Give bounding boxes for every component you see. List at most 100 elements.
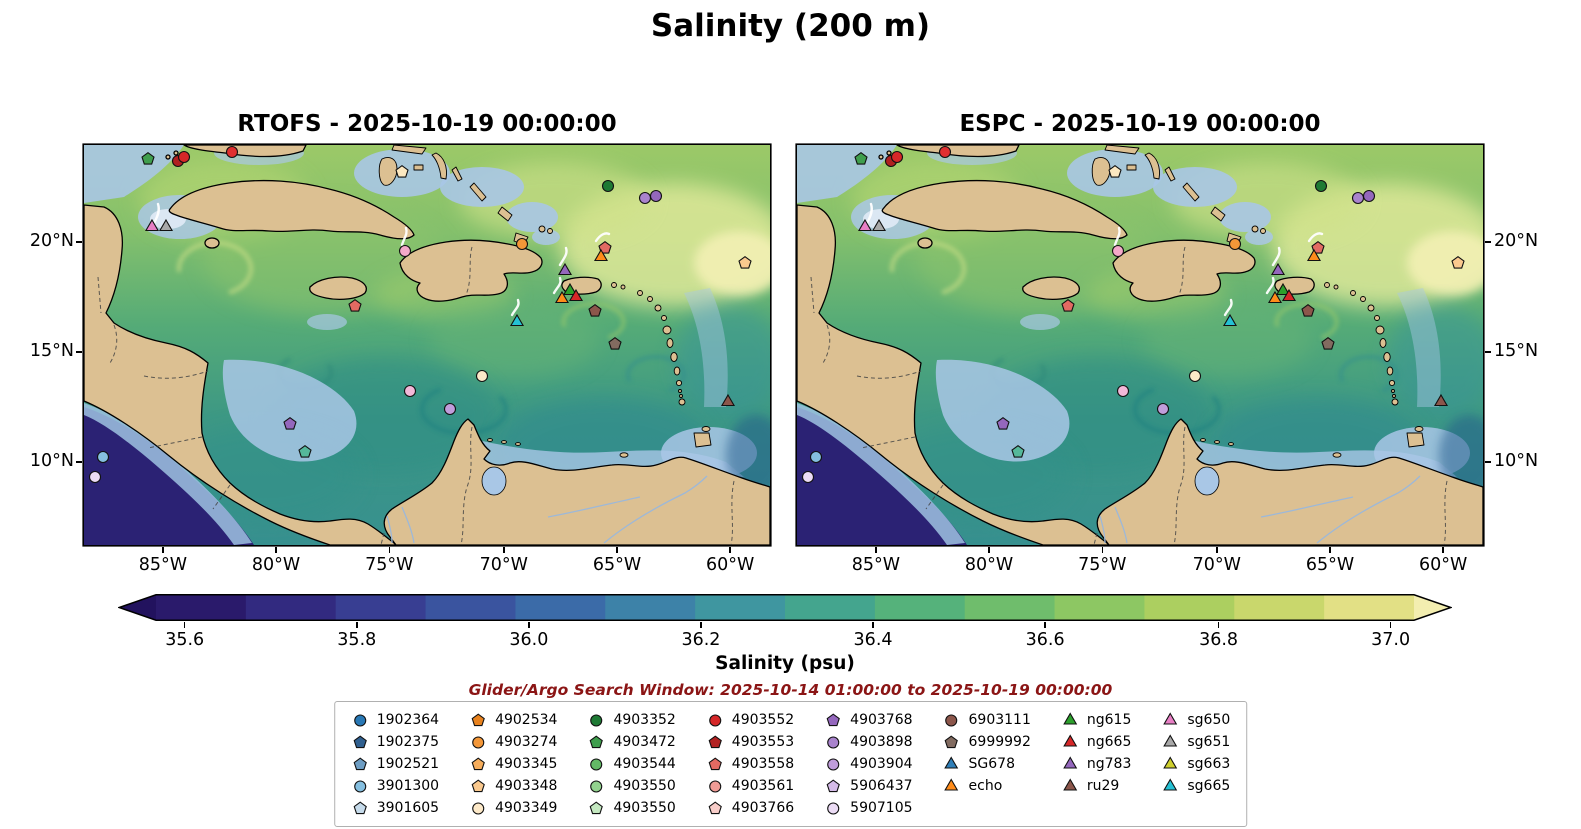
triangle-marker-icon [1433, 393, 1449, 407]
triangle-marker-icon [1306, 248, 1322, 262]
platform-marker-layer-rtofs [88, 145, 752, 484]
legend-item-label: sg663 [1187, 756, 1231, 772]
circle-marker-icon [708, 780, 721, 793]
legend-item-label: 4903561 [731, 778, 795, 794]
pentagon-marker-icon [283, 417, 297, 430]
legend-item-label: SG678 [968, 756, 1015, 772]
search-window-annotation: Glider/Argo Search Window: 2025-10-14 01… [468, 681, 1113, 699]
legend-item: 4903348 [469, 776, 557, 796]
legend-item-label: 1902364 [376, 712, 440, 728]
lon-tick-mark [616, 547, 618, 553]
pentagon-marker-icon [471, 757, 485, 771]
platform-legend: 1902364 1902375 1902521 3901300 3901605 49025… [333, 701, 1248, 827]
legend-item-label: 4903274 [495, 734, 558, 750]
pentagon-marker-icon [353, 757, 367, 771]
legend-item-label: 4902534 [495, 712, 558, 728]
legend-column: 4903768 4903898 4903904 5906437 5907105 [824, 710, 913, 818]
triangle-marker-icon [857, 218, 873, 232]
legend-item: 4903553 [706, 732, 794, 752]
circle-marker-icon [1228, 237, 1242, 251]
circle-marker-icon [403, 384, 417, 398]
legend-column: ng615 ng665 ng783 ru29 [1061, 710, 1131, 818]
circle-marker-icon [88, 470, 102, 484]
colorbar-tick-label: 36.8 [1199, 630, 1239, 650]
triangle-marker-icon [1163, 778, 1178, 791]
legend-column: 4903552 4903553 4903558 4903561 4903766 [706, 710, 794, 818]
lon-tick-mark [275, 547, 277, 553]
pentagon-marker-icon [738, 256, 752, 269]
triangle-marker-icon [1163, 712, 1178, 725]
lon-tick-mark [729, 547, 731, 553]
legend-item-label: ng665 [1086, 734, 1132, 750]
lon-tick-label: 75°W [365, 555, 414, 575]
circle-marker-icon [472, 736, 485, 749]
circle-marker-icon [801, 470, 815, 484]
panel-title-rtofs: RTOFS - 2025-10-19 00:00:00 [237, 111, 617, 137]
triangle-marker-icon [158, 218, 174, 232]
circle-marker-icon [590, 714, 603, 727]
pentagon-marker-icon [588, 304, 602, 317]
triangle-marker-icon [568, 288, 584, 302]
legend-item: 4903550 [587, 776, 676, 796]
legend-item: 4903558 [706, 754, 794, 774]
pentagon-marker-icon [395, 165, 409, 178]
lon-tick-mark [388, 547, 391, 553]
pentagon-marker-icon [608, 337, 622, 350]
pentagon-marker-icon [1451, 256, 1465, 269]
legend-column: sg650 sg651 sg663 sg665 [1161, 710, 1230, 818]
circle-marker-icon [225, 145, 239, 159]
panel-title-espc: ESPC - 2025-10-19 00:00:00 [959, 111, 1321, 137]
lon-tick-mark [162, 547, 164, 553]
pentagon-marker-icon [589, 801, 604, 815]
circle-marker-icon [1156, 402, 1170, 416]
legend-item: ru29 [1061, 776, 1131, 796]
pentagon-marker-icon [348, 299, 362, 312]
pentagon-marker-icon [854, 152, 868, 165]
colorbar-tick-mark [183, 622, 186, 628]
legend-item-label: 5907105 [850, 800, 913, 816]
circle-marker-icon [1111, 244, 1125, 258]
legend-item: ng665 [1061, 732, 1131, 752]
circle-marker-icon [649, 189, 663, 203]
pentagon-marker-icon [589, 735, 604, 749]
legend-item-label: sg651 [1187, 734, 1231, 750]
legend-item: 6903111 [943, 710, 1031, 730]
colorbar-tick-label: 36.2 [681, 630, 721, 650]
triangle-marker-icon [1163, 756, 1178, 769]
triangle-marker-icon [1222, 313, 1238, 327]
lon-tick-label: 60°W [1419, 555, 1468, 575]
lat-tick-label: 15°N [1494, 341, 1539, 362]
triangle-marker-icon [554, 290, 570, 304]
circle-marker-icon [590, 758, 603, 771]
pentagon-marker-icon [708, 735, 722, 749]
legend-item: 1902364 [351, 710, 439, 730]
pentagon-marker-icon [298, 445, 312, 458]
circle-marker-icon [827, 802, 840, 815]
legend-item: 6999992 [943, 732, 1031, 752]
legend-item-label: sg665 [1187, 778, 1231, 794]
lon-tick-mark [1101, 547, 1104, 553]
circle-marker-icon [827, 758, 840, 771]
colorbar-tick-label: 36.6 [1025, 630, 1065, 650]
lon-tick-label: 60°W [706, 555, 755, 575]
colorbar-tick-mark [1044, 622, 1046, 628]
legend-item-label: 1902521 [376, 756, 440, 772]
legend-item: 4903345 [469, 754, 557, 774]
triangle-marker-icon [1163, 778, 1178, 791]
legend-item-label: 4903552 [731, 712, 795, 728]
lat-tick-label: 20°N [29, 230, 74, 251]
lon-tick-label: 85°W [851, 555, 901, 575]
triangle-marker-icon [944, 778, 959, 791]
legend-item-label: 4903553 [731, 734, 795, 750]
legend-item: 4902534 [469, 710, 557, 730]
pentagon-marker-icon [826, 713, 840, 727]
triangle-marker-icon [1062, 712, 1077, 725]
triangle-marker-icon [944, 778, 959, 791]
platform-marker-layer-espc [801, 145, 1465, 484]
colorbar-tick-label: 37.0 [1371, 630, 1411, 650]
colorbar-tick-mark [872, 622, 874, 628]
lat-tick-mark [76, 461, 82, 463]
legend-item: 4903904 [824, 754, 913, 774]
legend-item: 4903561 [706, 776, 794, 796]
triangle-marker-icon [1163, 734, 1178, 747]
